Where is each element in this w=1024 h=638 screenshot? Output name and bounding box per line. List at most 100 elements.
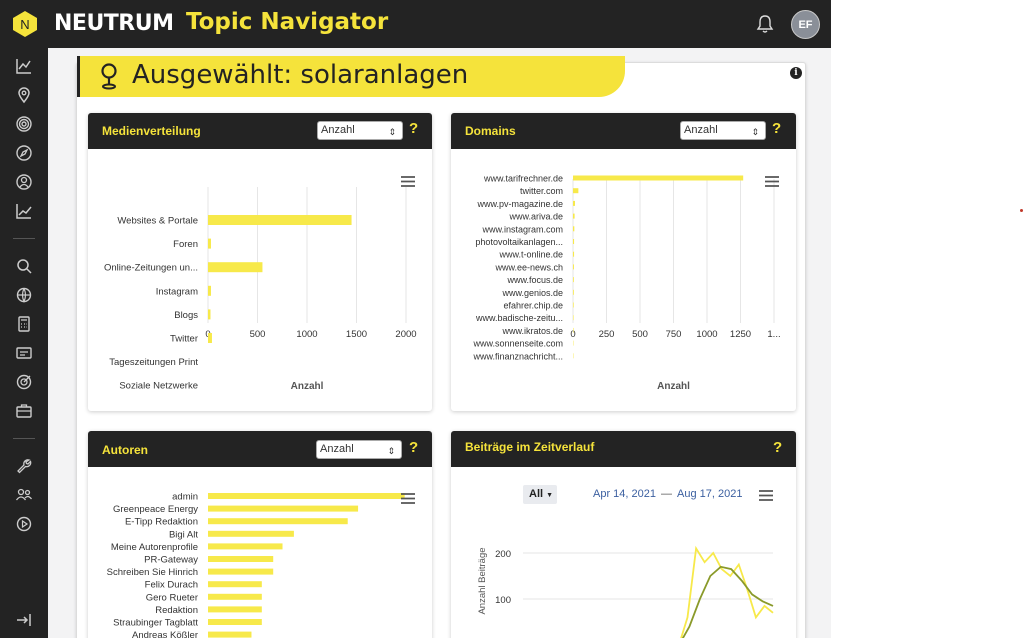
sidebar-divider bbox=[13, 238, 35, 239]
category-label: Gero Rueter bbox=[146, 592, 198, 603]
select-arrow-icon: ⇕ bbox=[387, 446, 395, 456]
card-title: Autoren bbox=[102, 443, 148, 457]
range-all-button[interactable]: All ▼ bbox=[523, 485, 557, 504]
data-bar bbox=[208, 568, 274, 575]
series-line bbox=[680, 545, 774, 638]
date-from[interactable]: Apr 14, 2021 bbox=[593, 488, 656, 500]
metric-select[interactable]: Anzahl ⇕ bbox=[316, 440, 402, 459]
x-tick-label: 1000 bbox=[296, 329, 317, 340]
data-bar bbox=[573, 302, 574, 308]
sidebar-divider bbox=[13, 438, 35, 439]
category-label: Foren bbox=[173, 239, 198, 250]
map-pin-icon[interactable] bbox=[14, 85, 34, 105]
help-icon[interactable]: ? bbox=[409, 439, 419, 456]
category-label: Online-Zeitungen un... bbox=[104, 263, 198, 274]
data-bar bbox=[573, 200, 576, 206]
category-label: www.ee-news.ch bbox=[494, 262, 563, 272]
calculator-icon[interactable] bbox=[14, 314, 34, 334]
x-tick-label: 500 bbox=[632, 329, 648, 340]
category-label: www.sonnenseite.com bbox=[472, 339, 563, 349]
globe-icon[interactable] bbox=[14, 285, 34, 305]
search-icon[interactable] bbox=[14, 256, 34, 276]
info-icon[interactable]: i bbox=[790, 67, 802, 79]
category-label: www.focus.de bbox=[506, 275, 563, 285]
data-bar bbox=[208, 285, 211, 296]
help-icon[interactable]: ? bbox=[409, 120, 419, 137]
card-header: Medienverteilung Anzahl ⇕ ? bbox=[88, 113, 432, 149]
data-bar bbox=[208, 593, 262, 600]
category-label: Felix Durach bbox=[145, 580, 198, 591]
data-bar bbox=[208, 309, 211, 320]
data-bar bbox=[208, 518, 348, 525]
select-value: Anzahl bbox=[320, 443, 354, 455]
series-line bbox=[681, 565, 774, 638]
chart-menu-icon[interactable] bbox=[759, 490, 773, 501]
logout-icon[interactable] bbox=[14, 610, 34, 630]
y-tick-label: 100 bbox=[495, 595, 511, 606]
x-tick-label: 1000 bbox=[696, 329, 717, 340]
data-bar bbox=[573, 175, 744, 181]
data-bar bbox=[208, 606, 262, 613]
bell-icon[interactable] bbox=[756, 14, 774, 34]
category-label: twitter.com bbox=[520, 186, 563, 196]
compass-icon[interactable] bbox=[14, 143, 34, 163]
category-label: Twitter bbox=[170, 334, 198, 345]
card-title: Medienverteilung bbox=[102, 124, 201, 138]
data-bar bbox=[208, 505, 359, 512]
x-axis-label: Anzahl bbox=[657, 381, 690, 392]
select-value: Anzahl bbox=[684, 124, 718, 136]
data-bar bbox=[573, 327, 574, 333]
logo-letter: N bbox=[20, 17, 29, 32]
select-arrow-icon: ⇕ bbox=[751, 127, 759, 137]
date-to[interactable]: Aug 17, 2021 bbox=[677, 488, 743, 500]
briefcase-icon[interactable] bbox=[14, 401, 34, 421]
trend-icon[interactable] bbox=[14, 201, 34, 221]
target-icon[interactable] bbox=[14, 114, 34, 134]
users-icon[interactable] bbox=[14, 485, 34, 505]
neutrum-logo-icon[interactable]: N bbox=[11, 10, 39, 38]
user-search-icon[interactable] bbox=[14, 172, 34, 192]
metric-select[interactable]: Anzahl ⇕ bbox=[680, 121, 766, 140]
data-bar bbox=[208, 493, 405, 499]
data-bar bbox=[573, 277, 574, 283]
data-bar bbox=[573, 239, 575, 244]
category-label: efahrer.chip.de bbox=[503, 301, 563, 311]
timeline-card: Beiträge im Zeitverlauf ? All ▼ Apr 14, … bbox=[451, 431, 796, 638]
user-avatar[interactable]: EF bbox=[791, 10, 820, 39]
select-value: Anzahl bbox=[321, 124, 355, 136]
wrench-icon[interactable] bbox=[14, 456, 34, 476]
stray-dot bbox=[1020, 209, 1023, 212]
card-title: Domains bbox=[465, 124, 516, 138]
help-icon[interactable]: ? bbox=[772, 120, 782, 137]
chart-menu-icon[interactable] bbox=[401, 493, 415, 504]
selected-topic-label: Ausgewählt: solaranlagen bbox=[132, 60, 469, 90]
category-label: Meine Autorenprofile bbox=[111, 542, 198, 553]
category-label: www.t-online.de bbox=[498, 250, 563, 260]
y-tick-label: 200 bbox=[495, 549, 511, 560]
play-icon[interactable] bbox=[14, 514, 34, 534]
chart-menu-icon[interactable] bbox=[401, 176, 415, 187]
media-bar-chart: 0500100015002000AnzahlWebsites & Portale… bbox=[104, 187, 417, 392]
chart-menu-icon[interactable] bbox=[765, 176, 779, 187]
data-bar bbox=[573, 315, 574, 321]
data-bar bbox=[208, 581, 262, 588]
category-label: Redaktion bbox=[155, 605, 198, 616]
category-label: www.ikratos.de bbox=[501, 326, 563, 336]
help-icon[interactable]: ? bbox=[773, 439, 783, 456]
card-icon[interactable] bbox=[14, 343, 34, 363]
media-distribution-card: Medienverteilung Anzahl⇕ ? 0500100015002… bbox=[88, 113, 432, 411]
chart-line-icon[interactable] bbox=[14, 56, 34, 76]
data-bar bbox=[573, 188, 579, 194]
category-label: photovoltaikanlagen... bbox=[475, 237, 563, 247]
data-bar bbox=[573, 213, 575, 219]
category-label: www.ariva.de bbox=[508, 212, 563, 222]
date-separator: — bbox=[661, 488, 672, 500]
timeline-line-chart: 200 100 Anzahl Beiträge bbox=[477, 545, 774, 638]
bullseye-icon[interactable] bbox=[14, 372, 34, 392]
metric-select[interactable]: Anzahl ⇕ bbox=[317, 121, 403, 140]
category-label: www.finanznachricht... bbox=[472, 351, 563, 361]
category-label: Soziale Netzwerke bbox=[119, 381, 198, 392]
data-bar bbox=[208, 215, 352, 225]
selected-topic-banner: Ausgewählt: solaranlagen bbox=[77, 56, 625, 97]
